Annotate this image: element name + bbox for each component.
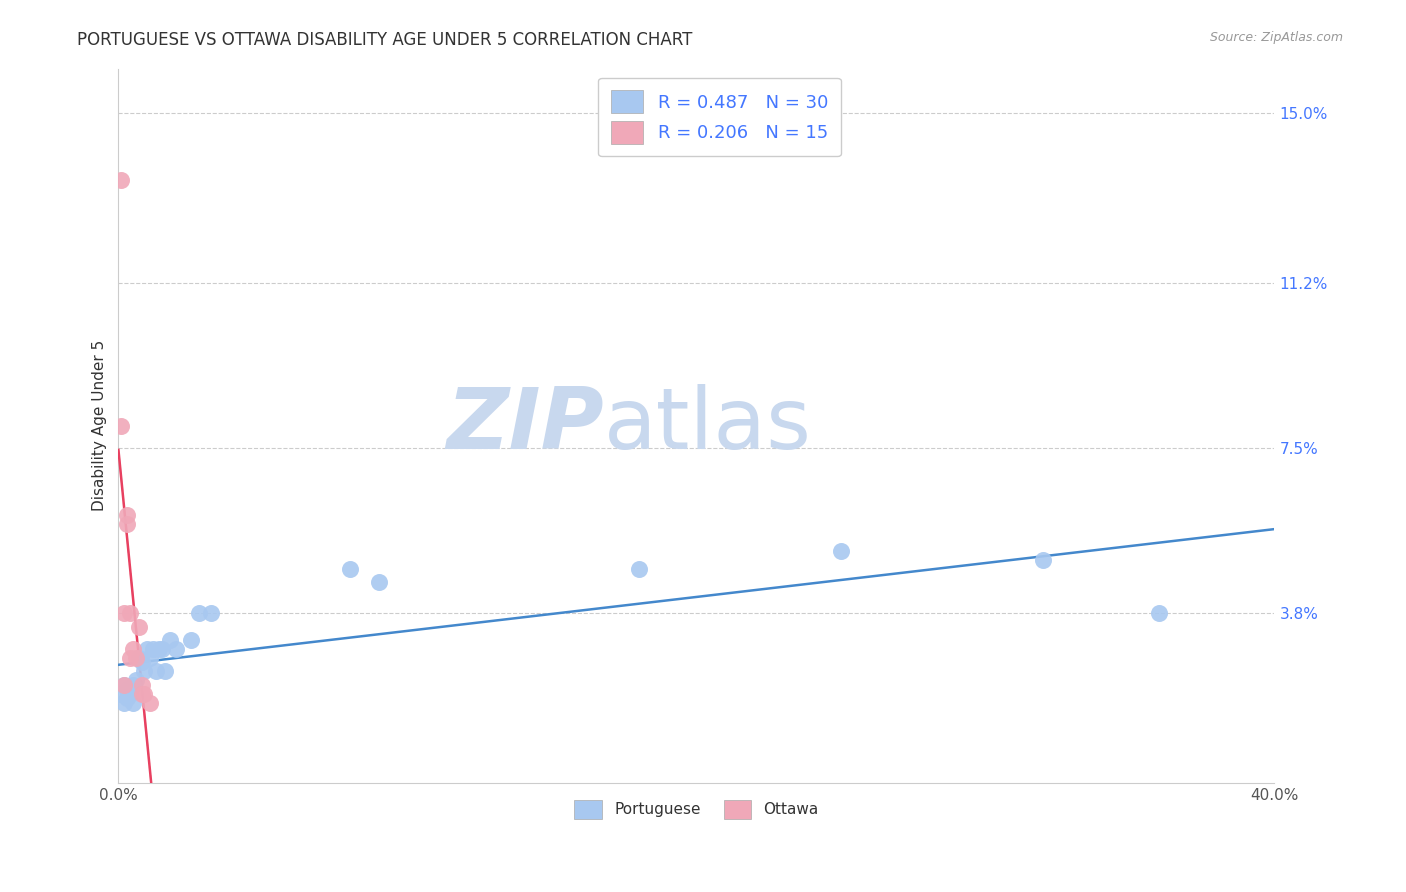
Legend: Portuguese, Ottawa: Portuguese, Ottawa <box>568 794 825 825</box>
Point <box>115 516 138 531</box>
Text: PORTUGUESE VS OTTAWA DISABILITY AGE UNDER 5 CORRELATION CHART: PORTUGUESE VS OTTAWA DISABILITY AGE UNDE… <box>77 31 693 49</box>
Point <box>115 508 138 522</box>
Point <box>110 173 132 187</box>
Point <box>115 682 138 697</box>
Point <box>148 642 170 657</box>
Point <box>139 696 162 710</box>
Point <box>131 687 153 701</box>
Point <box>131 678 153 692</box>
Point <box>122 696 145 710</box>
Point <box>128 620 150 634</box>
Point <box>200 607 222 621</box>
Text: atlas: atlas <box>605 384 813 467</box>
Point <box>159 633 181 648</box>
Point <box>150 642 173 657</box>
Point <box>136 642 159 657</box>
Point <box>830 544 852 558</box>
Point <box>165 642 187 657</box>
Y-axis label: Disability Age Under 5: Disability Age Under 5 <box>93 340 107 511</box>
Point <box>134 665 156 679</box>
Point <box>627 562 650 576</box>
Point <box>367 575 389 590</box>
Point <box>122 678 145 692</box>
Point <box>142 642 165 657</box>
Point <box>153 665 176 679</box>
Point <box>125 651 148 665</box>
Point <box>118 607 141 621</box>
Point <box>128 651 150 665</box>
Point <box>180 633 202 648</box>
Point <box>134 687 156 701</box>
Point <box>139 651 162 665</box>
Point <box>131 656 153 670</box>
Point <box>115 691 138 706</box>
Point <box>339 562 361 576</box>
Text: Source: ZipAtlas.com: Source: ZipAtlas.com <box>1209 31 1343 45</box>
Point <box>112 607 135 621</box>
Point <box>110 418 132 433</box>
Point <box>188 607 211 621</box>
Text: ZIP: ZIP <box>446 384 605 467</box>
Point <box>112 678 135 692</box>
Point <box>118 651 141 665</box>
Point <box>125 673 148 688</box>
Point <box>118 687 141 701</box>
Point <box>112 696 135 710</box>
Point <box>145 665 167 679</box>
Point <box>110 687 132 701</box>
Point <box>112 678 135 692</box>
Point <box>122 642 145 657</box>
Point <box>1032 553 1054 567</box>
Point <box>1147 607 1170 621</box>
